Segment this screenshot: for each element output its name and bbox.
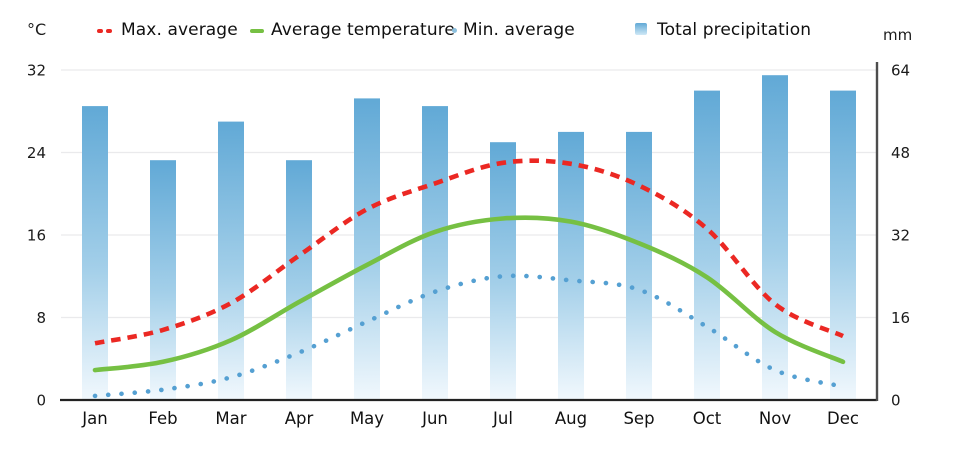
right-axis-tick: 64 bbox=[891, 62, 910, 80]
legend-item-min-average: Min. average bbox=[452, 19, 575, 41]
chart-legend: °C Max. average Average temperature Min.… bbox=[0, 0, 960, 56]
x-axis-label: Jul bbox=[492, 409, 513, 428]
precipitation-bar bbox=[354, 98, 380, 401]
legend-label-total-precipitation: Total precipitation bbox=[657, 20, 812, 40]
precipitation-bar bbox=[694, 90, 720, 400]
precipitation-bar bbox=[490, 142, 516, 400]
precipitation-bar-icon bbox=[635, 23, 647, 35]
left-axis-unit: °C bbox=[27, 20, 47, 39]
max-average-line bbox=[94, 158, 844, 346]
legend-label-min-average: Min. average bbox=[463, 20, 575, 40]
precipitation-bar bbox=[82, 106, 108, 400]
right-axis-unit: mm bbox=[883, 26, 913, 44]
legend-label-average-temperature: Average temperature bbox=[271, 20, 455, 40]
legend-label-max-average: Max. average bbox=[121, 20, 238, 40]
right-axis-tick: 32 bbox=[891, 227, 910, 245]
red-dashed-line-icon bbox=[97, 28, 112, 33]
x-axis-label: Oct bbox=[693, 409, 722, 428]
left-axis-tick: 8 bbox=[36, 309, 46, 327]
blue-dotted-line-icon bbox=[452, 28, 457, 33]
right-axis-tick: 48 bbox=[891, 144, 910, 162]
x-axis-label: Aug bbox=[555, 409, 587, 428]
x-axis-label: Mar bbox=[215, 409, 246, 428]
precipitation-bar bbox=[626, 131, 652, 400]
green-line-icon bbox=[250, 28, 264, 33]
precipitation-bar bbox=[558, 131, 584, 400]
x-axis-label: Nov bbox=[759, 409, 791, 428]
legend-item-total-precipitation: Total precipitation bbox=[635, 19, 811, 41]
x-axis-label: Jan bbox=[81, 409, 107, 428]
legend-item-max-average: Max. average bbox=[97, 19, 238, 41]
x-axis-label: Apr bbox=[285, 409, 314, 428]
min-average-line bbox=[92, 273, 846, 399]
precipitation-bar bbox=[218, 121, 244, 400]
right-axis-tick: 16 bbox=[891, 309, 910, 327]
left-axis-tick: 16 bbox=[27, 227, 46, 245]
average-temperature-line bbox=[92, 215, 846, 373]
x-axis-label: May bbox=[350, 409, 384, 428]
left-axis-tick: 24 bbox=[27, 144, 46, 162]
x-axis-label: Sep bbox=[623, 409, 654, 428]
precipitation-bar bbox=[286, 160, 312, 400]
right-axis-tick: 0 bbox=[891, 392, 901, 410]
precipitation-bar bbox=[762, 75, 788, 400]
x-axis-label: Dec bbox=[827, 409, 859, 428]
left-axis-tick: 0 bbox=[36, 392, 46, 410]
legend-item-average-temperature: Average temperature bbox=[250, 19, 455, 41]
x-axis-label: Jun bbox=[421, 409, 448, 428]
x-axis-label: Feb bbox=[148, 409, 177, 428]
precipitation-bar bbox=[830, 90, 856, 400]
precipitation-bar bbox=[422, 106, 448, 400]
left-axis-tick: 32 bbox=[27, 62, 46, 80]
